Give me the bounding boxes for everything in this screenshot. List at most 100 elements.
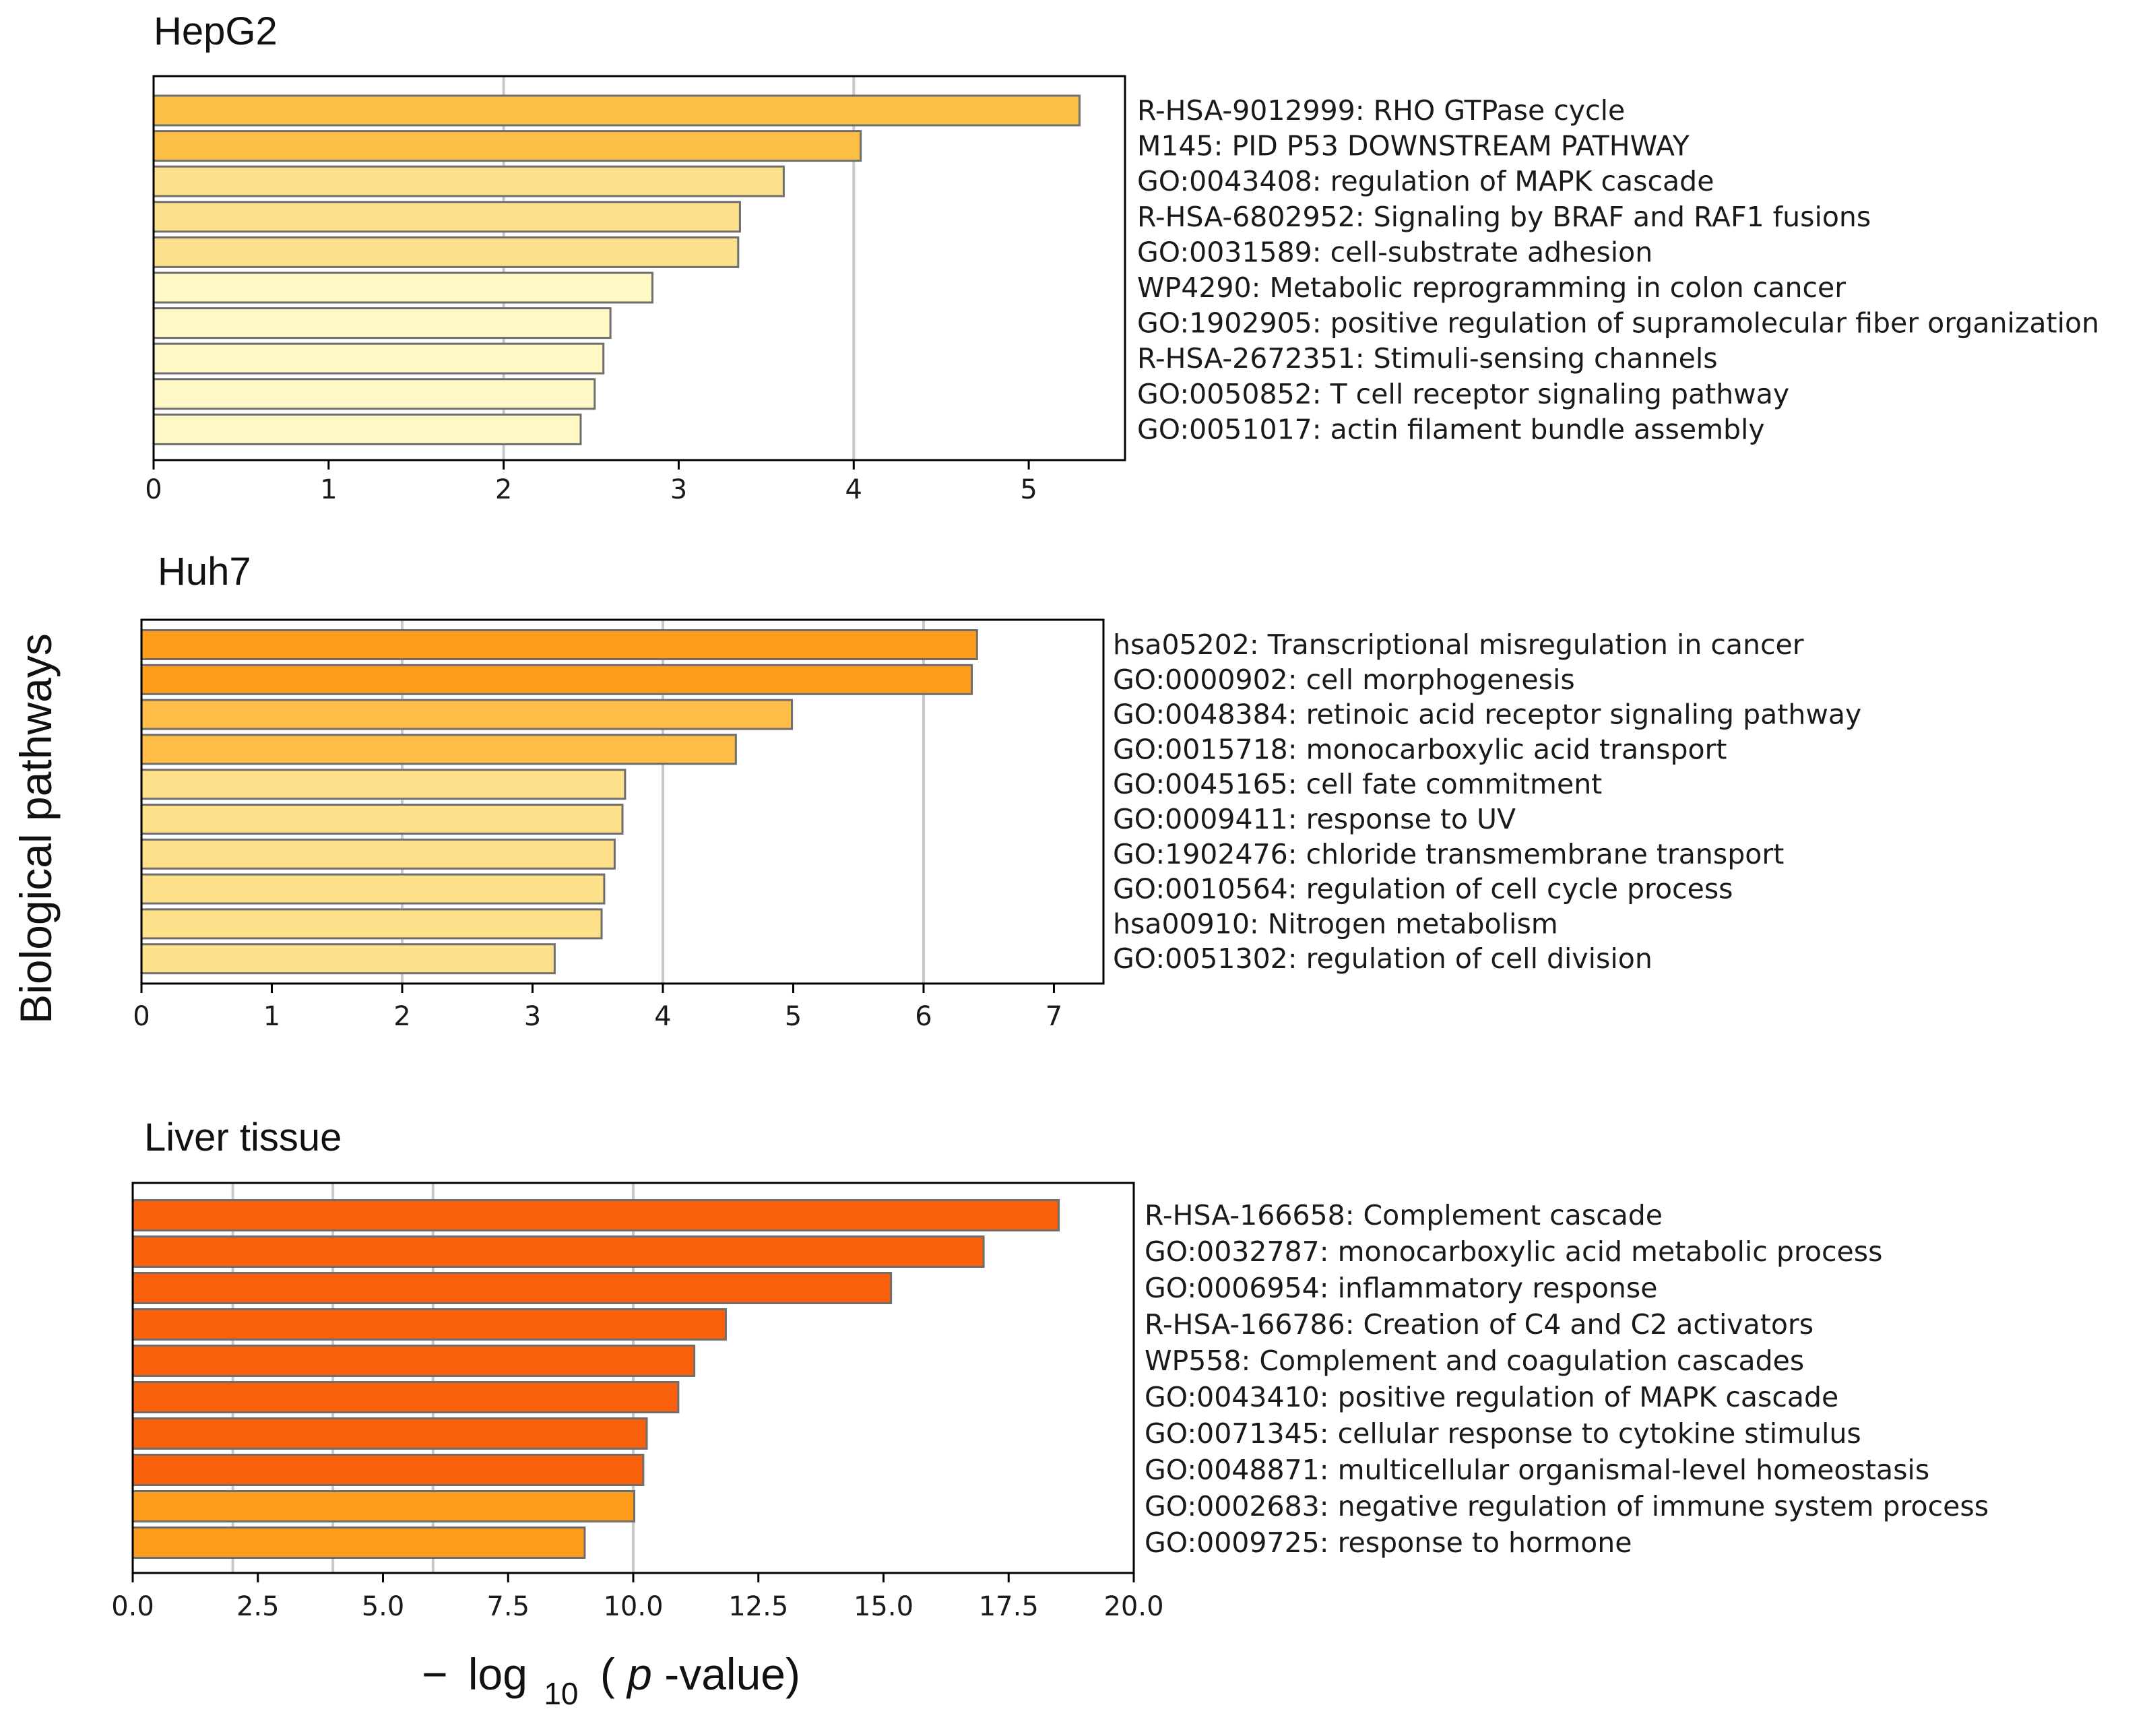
x-tick-label: 0 (145, 474, 162, 505)
x-axis-label-suffix: -value) (664, 1649, 800, 1699)
x-axis-label-open-paren: ( (600, 1649, 615, 1699)
bar (152, 94, 1081, 127)
bar (140, 664, 973, 695)
x-axis-label-log: log (468, 1649, 527, 1699)
category-label: GO:0051302: regulation of cell division (1113, 942, 1652, 975)
bar (140, 629, 978, 660)
bar (152, 130, 862, 162)
bar (140, 804, 624, 835)
bar (131, 1345, 696, 1377)
x-tick-label: 10.0 (603, 1591, 663, 1622)
bar (152, 413, 582, 445)
category-label: GO:0048871: multicellular organismal-lev… (1145, 1454, 1929, 1486)
category-label: GO:0045165: cell fate commitment (1113, 768, 1602, 800)
x-tick-label: 5.0 (362, 1591, 405, 1622)
category-label: GO:0000902: cell morphogenesis (1113, 664, 1575, 696)
category-label: GO:0009411: response to UV (1113, 803, 1516, 835)
bar (131, 1526, 586, 1559)
bar (152, 165, 785, 197)
category-label: GO:1902476: chloride transmembrane trans… (1113, 838, 1784, 870)
panel-title: HepG2 (154, 9, 278, 53)
category-label: GO:0051017: actin filament bundle assemb… (1137, 413, 1765, 445)
category-label: hsa00910: Nitrogen metabolism (1113, 907, 1558, 940)
category-label: GO:1902905: positive regulation of supra… (1137, 307, 2099, 340)
bar (131, 1381, 680, 1413)
x-tick-label: 4 (845, 474, 862, 505)
bar (152, 201, 741, 233)
bar (152, 271, 653, 304)
category-label: R-HSA-166658: Complement cascade (1145, 1199, 1663, 1231)
x-tick-label: 5 (785, 1001, 802, 1032)
category-label: GO:0071345: cellular response to cytokin… (1145, 1417, 1861, 1450)
bar (131, 1235, 985, 1268)
chart-panel: Liver tissue R-HSA-166658: Complement cas… (111, 1116, 1989, 1622)
panel-title: Liver tissue (144, 1116, 342, 1159)
category-label: hsa05202: Transcriptional misregulation … (1113, 629, 1804, 661)
bar (152, 378, 596, 410)
category-label: R-HSA-9012999: RHO GTPase cycle (1137, 94, 1625, 127)
bar (152, 342, 605, 375)
bar (140, 838, 616, 870)
x-tick-label: 1 (320, 474, 337, 505)
x-tick-label: 2 (393, 1001, 410, 1032)
category-label: GO:0015718: monocarboxylic acid transpor… (1113, 733, 1727, 765)
x-tick-label: 7 (1046, 1001, 1062, 1032)
x-tick-label: 1 (263, 1001, 280, 1032)
x-tick-label: 2.5 (236, 1591, 280, 1622)
bar (131, 1308, 727, 1341)
category-label: R-HSA-166786: Creation of C4 and C2 acti… (1145, 1308, 1813, 1341)
x-tick-label: 3 (670, 474, 687, 505)
x-tick-label: 2 (495, 474, 512, 505)
bar (152, 236, 740, 268)
x-tick-label: 7.5 (486, 1591, 529, 1622)
category-label: GO:0043410: positive regulation of MAPK … (1145, 1381, 1838, 1413)
y-axis-label: Biological pathways (11, 633, 61, 1024)
category-label: GO:0032787: monocarboxylic acid metaboli… (1145, 1235, 1882, 1268)
category-label: R-HSA-2672351: Stimuli-sensing channels (1137, 342, 1718, 375)
category-label: WP4290: Metabolic reprogramming in colon… (1137, 271, 1846, 304)
category-label: GO:0048384: retinoic acid receptor signa… (1113, 699, 1861, 731)
category-label: GO:0031589: cell-substrate adhesion (1137, 236, 1652, 268)
axes-frame (140, 618, 1105, 985)
category-label: GO:0006954: inflammatory response (1145, 1272, 1657, 1304)
x-tick-label: 3 (524, 1001, 541, 1032)
axes-frame (152, 75, 1126, 461)
bar (152, 307, 612, 340)
x-axis-label: − log 10 ( p -value) (422, 1649, 800, 1714)
category-label: GO:0043408: regulation of MAPK cascade (1137, 165, 1714, 197)
x-tick-label: 5 (1020, 474, 1037, 505)
x-tick-label: 0 (133, 1001, 150, 1032)
chart-panel: HepG2 R-HSA-9012999: RHO GTPase cycleM145… (145, 9, 2099, 505)
bar (140, 769, 627, 800)
bar (131, 1272, 893, 1304)
category-label: GO:0002683: negative regulation of immun… (1145, 1490, 1989, 1522)
bar (131, 1490, 635, 1522)
bar (140, 908, 603, 940)
x-tick-label: 4 (654, 1001, 671, 1032)
bar (131, 1199, 1060, 1231)
x-tick-label: 15.0 (854, 1591, 913, 1622)
x-axis-label-minus: − (422, 1649, 448, 1699)
category-label: R-HSA-6802952: Signaling by BRAF and RAF… (1137, 201, 1871, 233)
bar (140, 873, 606, 905)
x-tick-label: 6 (915, 1001, 932, 1032)
bar (140, 943, 556, 975)
bar (131, 1454, 645, 1486)
category-label: WP558: Complement and coagulation cascad… (1145, 1345, 1804, 1377)
bar (140, 699, 794, 730)
category-label: M145: PID P53 DOWNSTREAM PATHWAY (1137, 130, 1690, 162)
panel-title: Huh7 (158, 550, 251, 593)
category-label: GO:0010564: regulation of cell cycle pro… (1113, 873, 1733, 905)
bar (131, 1417, 648, 1450)
x-tick-label: 0.0 (111, 1591, 154, 1622)
x-axis-label-subscript: 10 (544, 1676, 578, 1711)
x-tick-label: 20.0 (1103, 1591, 1163, 1622)
x-axis-label-p: p (626, 1649, 652, 1699)
x-tick-label: 12.5 (728, 1591, 788, 1622)
category-label: GO:0050852: T cell receptor signaling pa… (1137, 378, 1789, 410)
x-tick-label: 17.5 (979, 1591, 1039, 1622)
category-label: GO:0009725: response to hormone (1145, 1526, 1632, 1559)
chart-panel: Huh7 hsa05202: Transcriptional misregulat… (133, 550, 1861, 1032)
bar (140, 734, 737, 765)
